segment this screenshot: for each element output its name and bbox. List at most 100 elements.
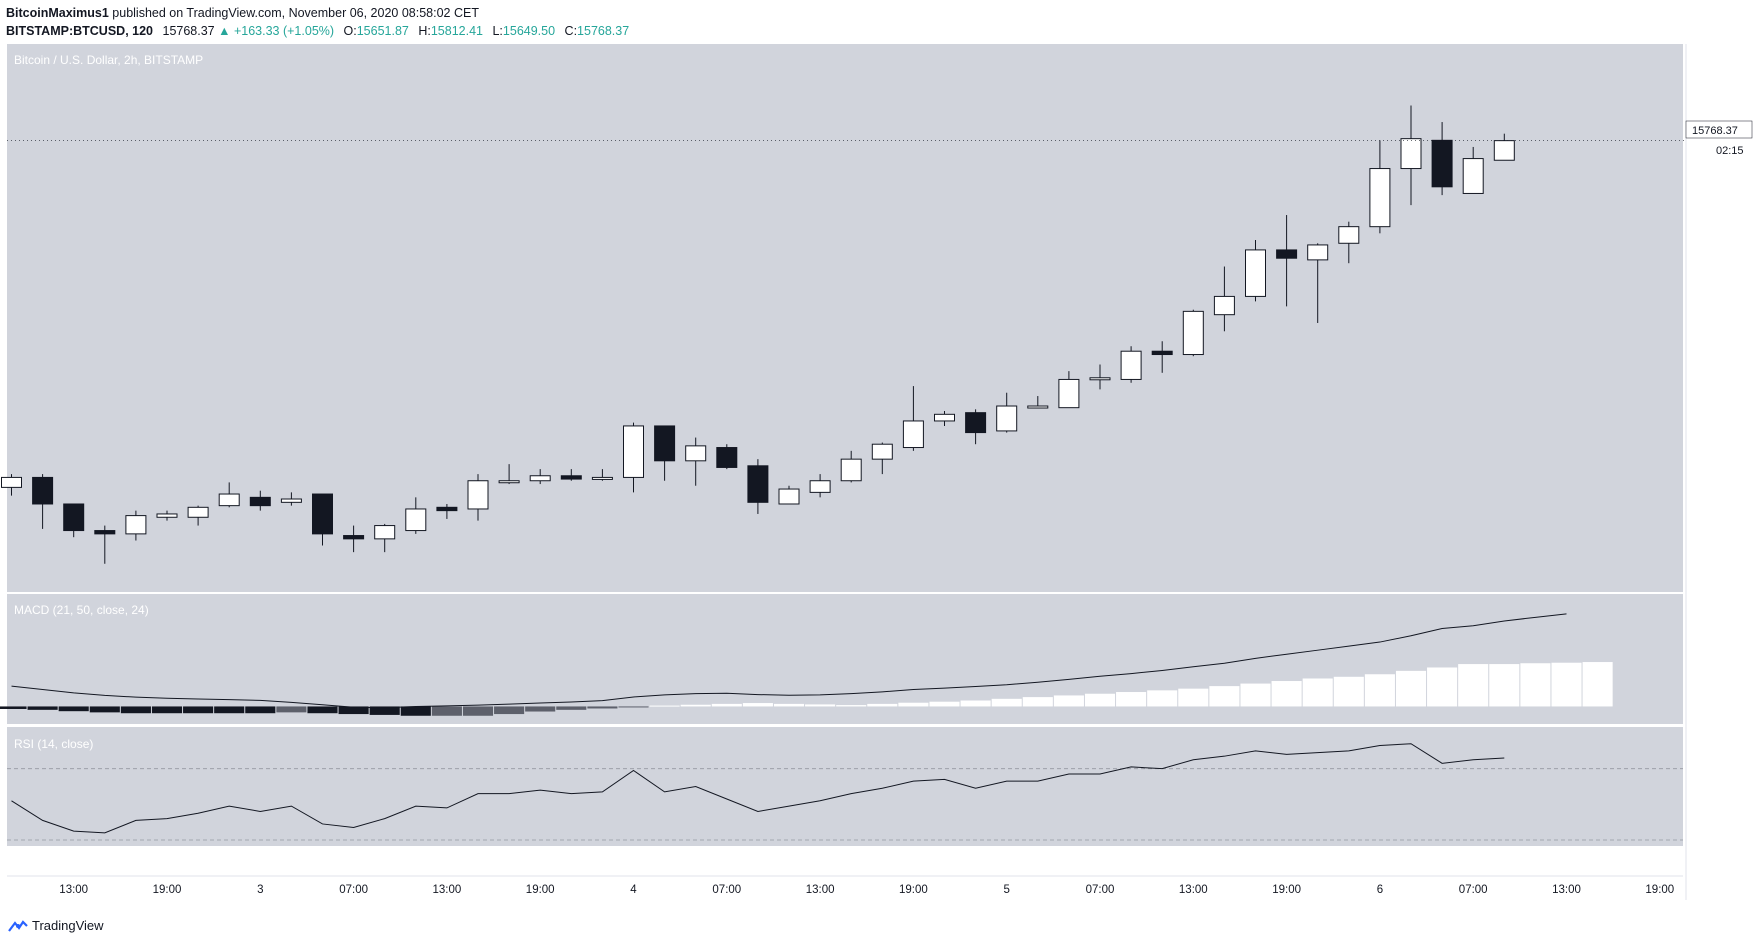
pane-labels: Bitcoin / U.S. Dollar, 2h, BITSTAMP MACD… — [14, 53, 1735, 878]
candle-body[interactable] — [623, 425, 644, 478]
candle-body[interactable] — [654, 425, 676, 462]
candle-body[interactable] — [1276, 249, 1298, 259]
candle-body[interactable] — [902, 420, 924, 449]
candle-body[interactable] — [1307, 244, 1329, 261]
currency-label: USD — [1712, 53, 1735, 65]
macd-histogram-bar — [27, 706, 58, 710]
candle-body[interactable] — [1058, 378, 1080, 409]
close-value: 15768.37 — [577, 24, 630, 38]
author-name[interactable]: BitcoinMaximus1 — [6, 6, 109, 20]
rsi-line — [11, 743, 1505, 834]
candle-body[interactable] — [156, 513, 178, 518]
macd-histogram-bar — [431, 706, 462, 716]
footer-brand[interactable]: TradingView — [32, 918, 104, 933]
rsi-tick-label: 40.00 — [1694, 817, 1722, 829]
candle-body[interactable] — [312, 493, 333, 535]
candle-body[interactable] — [1369, 168, 1391, 228]
macd-histogram-bar — [1116, 692, 1147, 707]
candle-body[interactable] — [218, 493, 240, 507]
macd-histogram-bar — [214, 706, 245, 714]
candle-body[interactable] — [1, 476, 22, 488]
macd-histogram-bar — [556, 706, 587, 710]
macd-histogram-bar — [1489, 664, 1520, 707]
macd-histogram-bar — [1302, 678, 1333, 707]
candle-body[interactable] — [343, 535, 365, 540]
candle-body[interactable] — [809, 480, 831, 493]
close-label: C: — [564, 24, 578, 38]
candle-body[interactable] — [249, 496, 271, 507]
footer: TradingView — [8, 918, 104, 933]
rsi-title: RSI (14, close) — [14, 737, 93, 751]
rsi-pane[interactable] — [7, 727, 1683, 846]
macd-histogram-bar — [0, 706, 27, 709]
macd-histogram-bar — [1271, 681, 1302, 707]
candle-body[interactable] — [498, 480, 520, 484]
macd-title: MACD (21, 50, close, 24) — [14, 603, 149, 617]
candle-body[interactable] — [187, 506, 209, 518]
macd-histogram-bar — [369, 706, 400, 715]
macd-histogram-bar — [1022, 697, 1053, 707]
candle-body[interactable] — [436, 506, 458, 512]
candle-body[interactable] — [1493, 140, 1515, 161]
macd-histogram-bar — [867, 703, 898, 707]
candle-body[interactable] — [1120, 350, 1142, 380]
candle-body[interactable] — [747, 465, 769, 503]
candle-body[interactable] — [125, 515, 147, 535]
candle-body[interactable] — [1431, 139, 1453, 188]
macd-histogram-bar — [1520, 663, 1551, 707]
time-tick-label: 13:00 — [1552, 884, 1581, 896]
candle-body[interactable] — [1245, 249, 1266, 297]
macd-histogram-bar — [836, 705, 867, 707]
price-tick-label: 14000.00 — [1694, 429, 1740, 441]
candle-body[interactable] — [778, 488, 800, 505]
candle-body[interactable] — [1338, 226, 1360, 244]
candle-body[interactable] — [63, 503, 85, 532]
candle-body[interactable] — [871, 443, 893, 460]
macd-histogram-bar — [89, 706, 120, 713]
time-tick-label: 07:00 — [339, 884, 368, 896]
macd-histogram-bar — [711, 703, 742, 707]
candle-body[interactable] — [1400, 138, 1422, 170]
macd-tick-label: 600.00 — [1694, 600, 1728, 612]
candle-body[interactable] — [1213, 295, 1235, 316]
macd-histogram-bar — [183, 706, 214, 714]
macd-histogram-bar — [680, 704, 711, 707]
macd-histogram-bar — [1084, 693, 1116, 707]
candle-body[interactable] — [1462, 158, 1484, 194]
candle-body[interactable] — [1182, 310, 1204, 356]
chart-header: BitcoinMaximus1 published on TradingView… — [6, 4, 629, 40]
candle-body[interactable] — [467, 480, 489, 510]
time-tick-label: 07:00 — [1086, 884, 1115, 896]
candle-body[interactable] — [1151, 350, 1173, 356]
candle-body[interactable] — [94, 530, 116, 535]
main-pane[interactable] — [7, 44, 1683, 592]
candle-body[interactable] — [32, 476, 54, 505]
candle-body[interactable] — [374, 525, 396, 540]
candle-body[interactable] — [405, 508, 427, 532]
macd-histogram-bar — [929, 701, 960, 707]
candle-body[interactable] — [1027, 405, 1049, 409]
macd-histogram-bar — [338, 706, 369, 715]
tradingview-logo-icon[interactable] — [8, 919, 28, 932]
macd-histogram-bar — [1395, 670, 1427, 707]
macd-histogram-bar — [307, 706, 338, 714]
macd-histogram-bar — [1427, 667, 1458, 707]
candle-body[interactable] — [996, 405, 1018, 432]
candle-body[interactable] — [716, 447, 738, 468]
candle-body[interactable] — [591, 476, 613, 480]
candle-body[interactable] — [965, 412, 987, 434]
candle-body[interactable] — [280, 498, 302, 503]
candle-body[interactable] — [529, 475, 551, 482]
price-tick-label: 13600.00 — [1694, 496, 1740, 508]
candle-body[interactable] — [934, 413, 955, 422]
time-tick-label: 13:00 — [59, 884, 88, 896]
time-tick-label: 13:00 — [806, 884, 835, 896]
price-tick-label: 14800.00 — [1694, 296, 1740, 308]
candle-body[interactable] — [1089, 377, 1111, 381]
candle-body[interactable] — [840, 458, 862, 482]
symbol-label[interactable]: BITSTAMP:BTCUSD, 120 — [6, 24, 154, 38]
open-value: 15651.87 — [356, 24, 409, 38]
candle-body[interactable] — [560, 475, 582, 480]
candle-body[interactable] — [685, 445, 707, 462]
